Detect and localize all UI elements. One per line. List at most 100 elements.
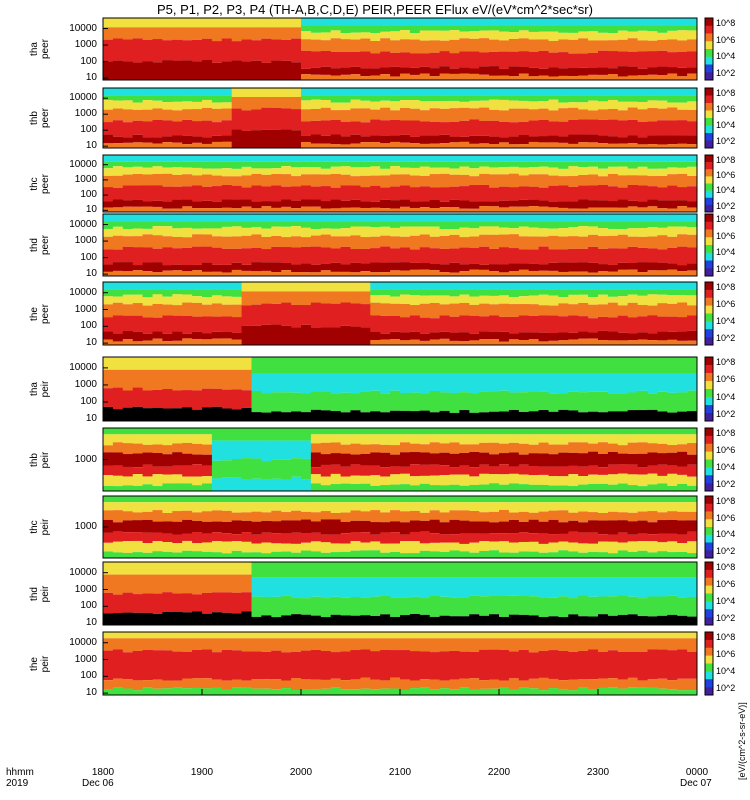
heatmap-cell [657,200,668,209]
heatmap-cell [499,137,510,143]
heatmap-cell [479,496,490,503]
heatmap-cell [548,228,559,236]
heatmap-cell [479,464,490,474]
heatmap-cell [647,88,658,96]
heatmap-cell [112,95,124,101]
heatmap-cell [192,409,203,421]
heatmap-cell [390,282,401,290]
heatmap-cell [152,317,163,332]
heatmap-cell [578,18,589,26]
heatmap-cell [677,466,688,475]
heatmap-cell [617,175,629,188]
heatmap-cell [489,688,500,695]
heatmap-cell [548,135,559,143]
heatmap-cell [657,120,668,136]
heatmap-cell [677,520,688,535]
heatmap-cell [439,40,450,52]
heatmap-cell [400,236,411,248]
heatmap-cell [667,200,678,209]
heatmap-cell [528,551,539,558]
heatmap-cell [192,532,203,544]
heatmap-cell [677,295,688,303]
heatmap-cell [588,689,599,695]
heatmap-cell [122,679,134,689]
heatmap-cell [103,100,114,110]
heatmap-cell [449,428,460,435]
heatmap-cell [429,101,440,109]
heatmap-cell [528,174,539,187]
heatmap-cell [340,577,351,598]
heatmap-cell [687,428,698,435]
heatmap-cell [330,208,341,212]
heatmap-cell [271,282,282,292]
heatmap-cell [548,340,559,345]
heatmap-cell [459,18,470,26]
heatmap-cell [459,428,470,435]
heatmap-cell [400,247,411,263]
heatmap-cell [112,207,124,212]
heatmap-cell [400,30,411,40]
heatmap-cell [687,234,698,248]
heatmap-cell [360,136,371,143]
heatmap-cell [152,502,163,511]
heatmap-cell [409,502,421,511]
heatmap-cell [202,434,213,445]
heatmap-cell [677,649,688,679]
heatmap-cell [360,465,371,476]
heatmap-cell [687,443,698,455]
heatmap-cell [459,410,470,421]
colorbar-segment [705,496,713,505]
heatmap-cell [538,373,549,392]
heatmap-cell [449,484,460,491]
heatmap-cell [429,289,440,296]
heatmap-cell [667,552,678,558]
heatmap-cell [598,236,609,249]
heatmap-cell [350,235,361,250]
heatmap-cell [677,434,688,445]
heatmap-cell [132,594,143,613]
heatmap-cell [182,540,193,551]
heatmap-cell [419,687,431,695]
heatmap-cell [677,302,688,318]
panel-label: thd peer [29,235,51,256]
heatmap-cell [667,135,678,145]
heatmap-cell [231,409,242,421]
heatmap-cell [677,200,688,207]
heatmap-cell [409,235,421,250]
heatmap-cell [112,187,124,200]
colorbar-segment [705,313,713,322]
colorbar-tick-label: 10^8 [716,632,736,643]
heatmap-cell [657,483,668,491]
heatmap-cell [687,166,698,176]
heatmap-cell [320,428,332,435]
heatmap-cell [152,688,163,695]
heatmap-cell [162,226,173,237]
y-tick-label: 10 [85,268,97,280]
heatmap-cell [598,552,609,558]
heatmap-cell [538,88,549,96]
heatmap-cell [301,199,312,207]
heatmap-cell [330,678,341,688]
heatmap-cell [281,562,292,578]
heatmap-cell [518,464,530,475]
heatmap-cell [429,475,440,486]
heatmap-cell [667,221,678,227]
heatmap-cell [459,562,470,578]
heatmap-cell [202,208,213,212]
heatmap-cell [637,332,648,340]
heatmap-cell [103,109,114,123]
heatmap-cell [419,598,431,615]
heatmap-cell [627,228,638,237]
heatmap-cell [380,187,391,200]
heatmap-cell [677,411,688,421]
heatmap-cell [320,464,332,477]
heatmap-cell [182,60,193,80]
heatmap-cell [528,332,539,340]
heatmap-cell [320,247,332,264]
heatmap-cell [479,226,490,235]
heatmap-cell [192,551,203,558]
heatmap-cell [142,484,153,491]
colorbar-segment [705,357,713,366]
heatmap-cell [578,214,589,222]
heatmap-cell [330,199,341,209]
